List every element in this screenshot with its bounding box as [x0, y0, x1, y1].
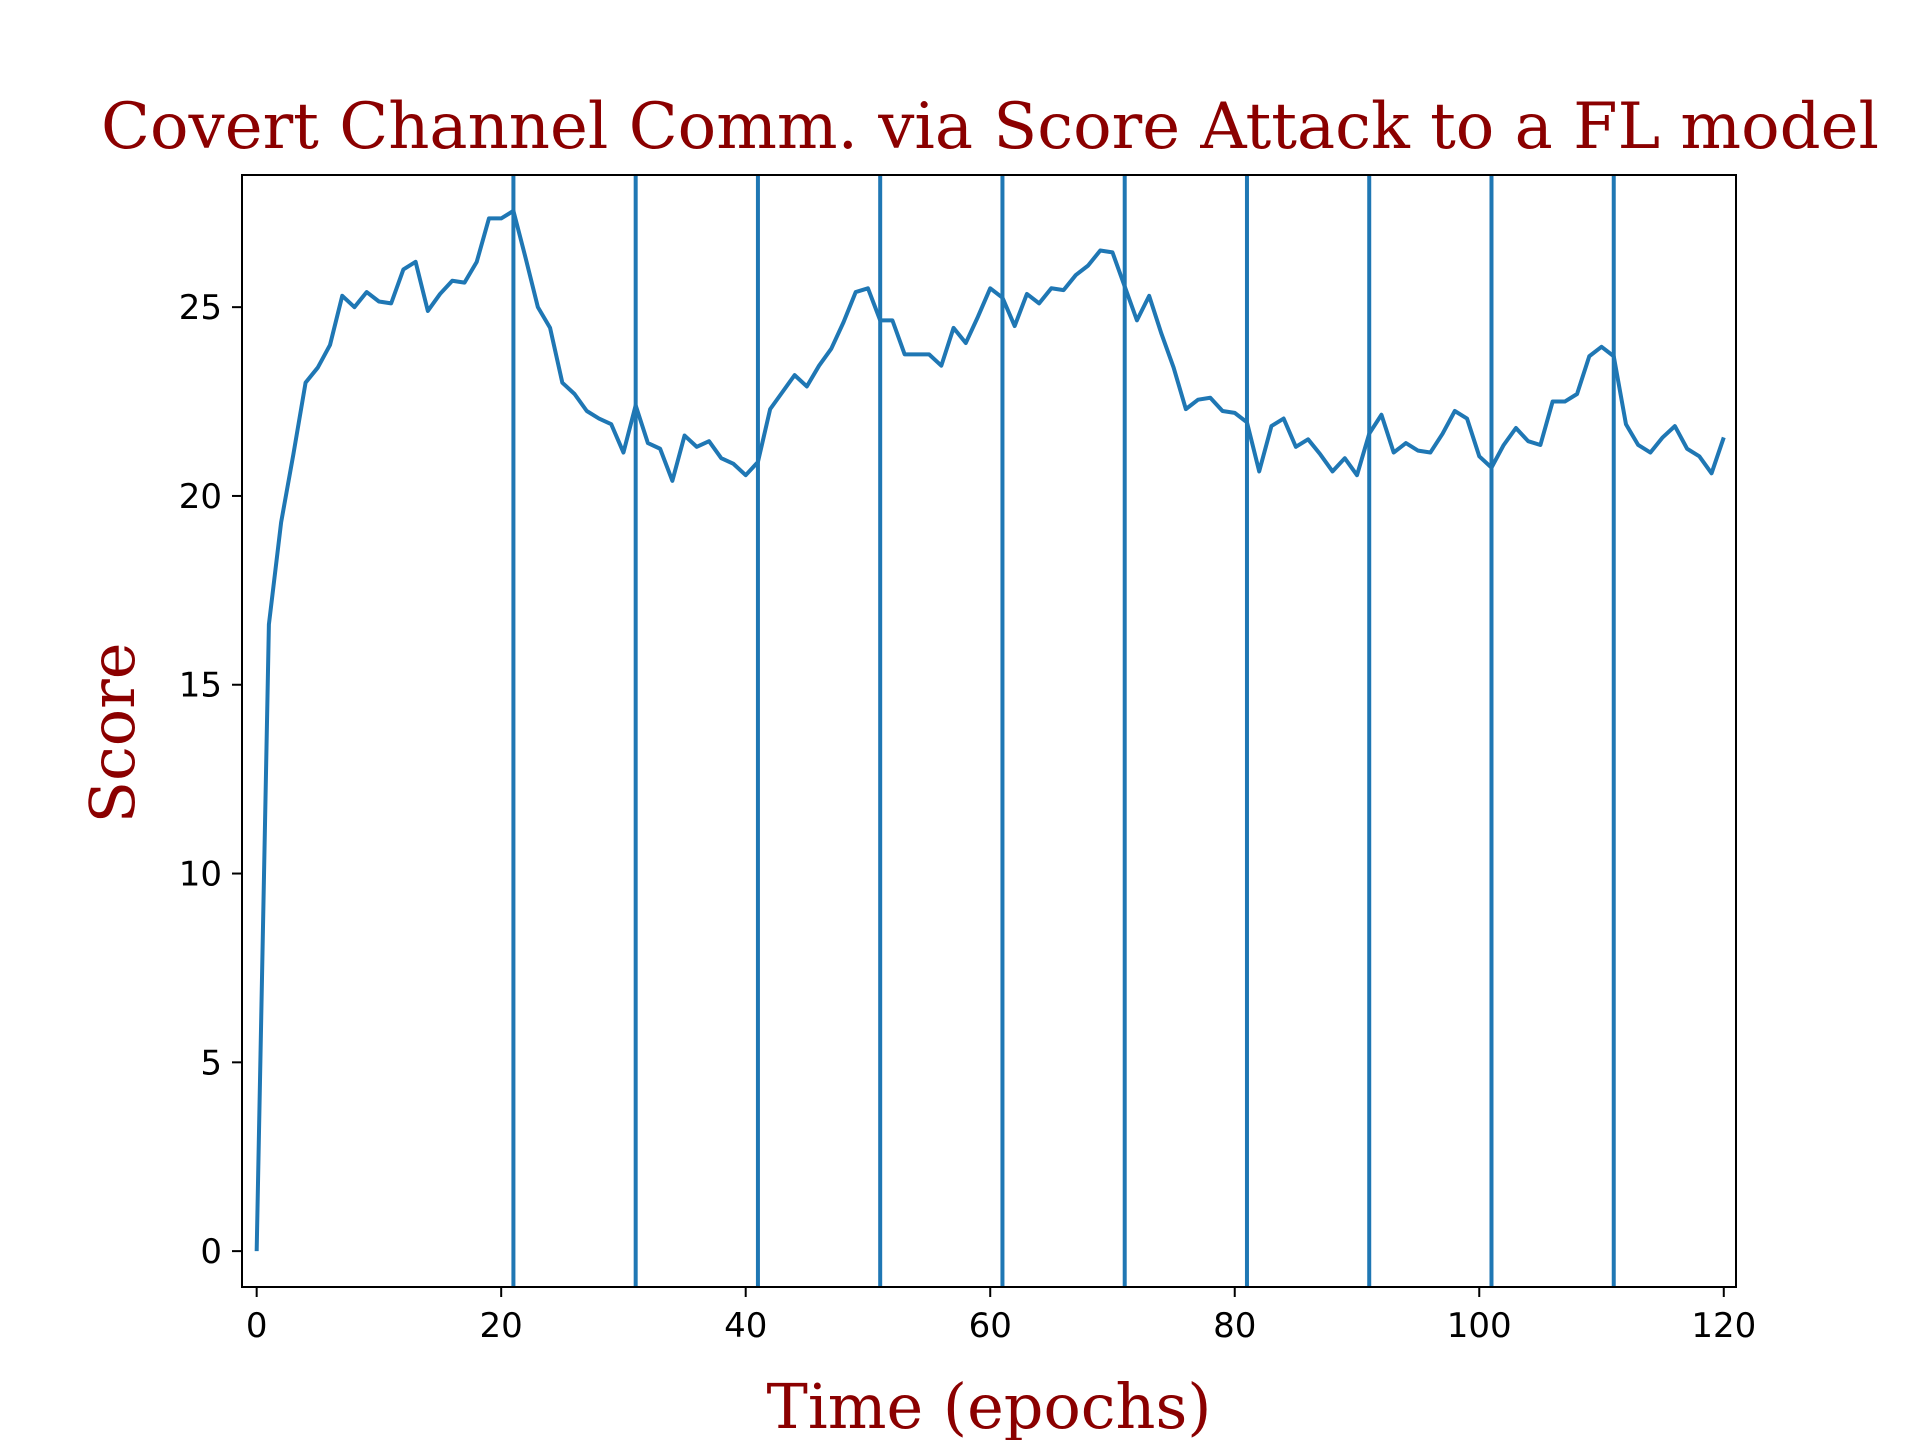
y-tick-label: 25 [179, 288, 222, 328]
x-tick-label: 0 [246, 1306, 268, 1346]
y-axis-ticks: 0 5 10 15 20 25 [179, 288, 242, 1272]
x-tick-label: 40 [724, 1306, 767, 1346]
y-tick-label: 5 [200, 1043, 222, 1083]
axes-frame [241, 174, 1737, 1288]
y-axis-title: Score [76, 643, 149, 824]
y-tick-label: 20 [179, 477, 222, 517]
y-tick-label: 10 [179, 855, 222, 895]
x-tick-label: 80 [1213, 1306, 1256, 1346]
y-tick-label: 0 [200, 1232, 222, 1272]
score-series-line [254, 208, 1726, 1252]
x-axis-title: Time (epochs) [767, 1370, 1212, 1440]
x-axis-ticks: 0 20 40 60 80 100 120 [246, 1287, 1756, 1346]
x-tick-label: 20 [480, 1306, 523, 1346]
plot-area [241, 174, 1737, 1288]
chart-title: Covert Channel Comm. via Score Attack to… [101, 90, 1879, 164]
y-tick-label: 15 [179, 666, 222, 706]
x-tick-label: 100 [1447, 1306, 1512, 1346]
x-tick-label: 120 [1691, 1306, 1756, 1346]
vertical-marker-lines [511, 175, 1616, 1287]
x-tick-label: 60 [969, 1306, 1012, 1346]
